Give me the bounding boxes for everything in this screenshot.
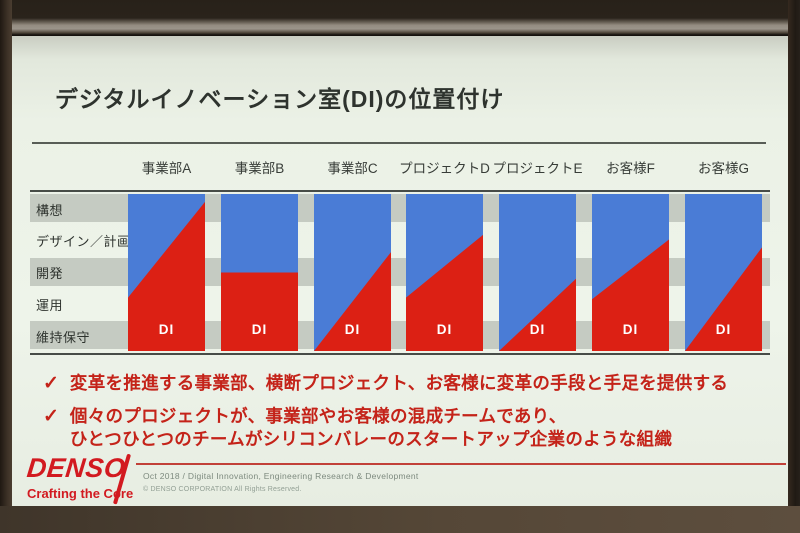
di-label: DI: [251, 322, 268, 337]
denso-tagline: Crafting the Core: [27, 486, 134, 501]
checkmark-icon: ✓: [43, 373, 59, 394]
matrix-column: DI: [499, 194, 576, 351]
bullet-item: ✓ 変革を推進する事業部、横断プロジェクト、お客様に変革の手段と手足を提供する: [43, 372, 728, 396]
bullet-item: ✓ 個々のプロジェクトが、事業部やお客様の混成チームであり、 ひとつひとつのチー…: [43, 405, 728, 452]
footer-copyright: © DENSO CORPORATION All Rights Reserved.: [143, 486, 302, 493]
row-label: 維持保守: [36, 329, 91, 345]
footer-rule: [136, 463, 786, 465]
bullet-text: 個々のプロジェクトが、事業部やお客様の混成チームであり、 ひとつひとつのチームが…: [69, 405, 673, 450]
column-header: 事業部C: [327, 161, 378, 176]
column-header: プロジェクトD: [399, 161, 490, 176]
photo-frame-bottom: [0, 506, 800, 533]
row-label: 運用: [36, 297, 64, 313]
column-header: 事業部B: [234, 161, 285, 176]
photo-frame-right: [788, 0, 800, 533]
di-label: DI: [344, 322, 361, 337]
checkmark-icon: ✓: [43, 405, 59, 427]
photo-frame-left: [0, 0, 12, 533]
title-underline: [32, 142, 766, 144]
matrix-column: DI: [128, 194, 205, 351]
column-header: プロジェクトE: [492, 161, 583, 176]
row-label: デザイン／計画: [36, 234, 131, 250]
matrix-column: DI: [685, 194, 762, 351]
matrix-column: DI: [221, 194, 298, 351]
matrix-bottom-border: [30, 353, 770, 355]
row-label: 開発: [36, 266, 64, 282]
di-label: DI: [436, 322, 453, 337]
slide-title: デジタルイノベーション室(DI)の位置付け: [55, 86, 505, 112]
matrix-column: DI: [406, 194, 483, 351]
row-label: 構想: [36, 202, 64, 218]
photo-frame-top: [0, 0, 800, 36]
matrix-column: DI: [314, 194, 391, 351]
di-label: DI: [158, 322, 175, 337]
column-header: お客様F: [606, 161, 655, 176]
column-header: お客様G: [697, 161, 749, 176]
di-region: [221, 272, 298, 351]
di-label: DI: [529, 322, 546, 337]
denso-logo: DENSO: [25, 453, 128, 483]
presentation-slide: デジタルイノベーション室(DI)の位置付け 構想 デザイン／計画 開発 運用 維持保守 …: [12, 36, 788, 506]
bullet-text: 変革を推進する事業部、横断プロジェクト、お客様に変革の手段と手足を提供する: [69, 373, 729, 393]
bullet-list: ✓ 変革を推進する事業部、横断プロジェクト、お客様に変革の手段と手足を提供する …: [43, 372, 728, 461]
di-label: DI: [715, 322, 732, 337]
di-label: DI: [622, 322, 639, 337]
footer-info: Oct 2018 / Digital Innovation, Engineeri…: [143, 471, 419, 481]
matrix-top-border: [30, 190, 770, 192]
matrix-column: DI: [592, 194, 669, 351]
column-header: 事業部A: [141, 161, 192, 176]
